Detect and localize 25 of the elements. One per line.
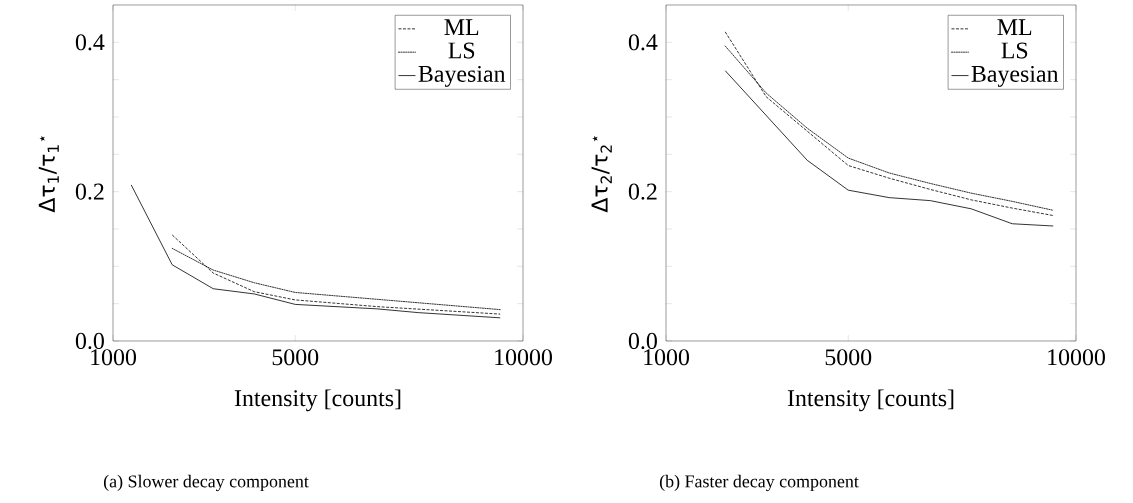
legend-label: LS xyxy=(1001,42,1028,59)
legend-label: Bayesian xyxy=(971,65,1059,87)
text: (a) Slower decay component xyxy=(103,474,309,492)
x-tick-label: 5000 xyxy=(272,349,319,366)
legend-label: ML xyxy=(444,19,479,35)
x-tick-label: 1000 xyxy=(644,349,690,366)
x-axis-title: Intensity [counts] xyxy=(234,389,401,412)
x-axis-title: Intensity [counts] xyxy=(787,389,954,412)
y-tick-label: 0.0 xyxy=(75,332,104,350)
x-tick-label: 1000 xyxy=(91,349,137,366)
line-series xyxy=(130,184,501,319)
legend-label: ML xyxy=(997,19,1032,35)
x-tick-label: 10000 xyxy=(495,349,552,366)
x-tick-label: 5000 xyxy=(825,349,872,366)
legend-label: Bayesian xyxy=(418,65,506,87)
legend-label: LS xyxy=(448,42,475,59)
y-tick-label: 0.2 xyxy=(75,183,104,200)
y-tick-label: 0.4 xyxy=(75,34,105,51)
y-axis-title: Δτ$_{1}$/τ$_{1}$⋆ xyxy=(38,135,59,213)
y-tick-label: 0.0 xyxy=(628,332,657,350)
y-tick-label: 0.2 xyxy=(628,183,657,200)
y-axis-title: Δτ$_{2}$/τ$_{2}$⋆ xyxy=(591,135,612,213)
text: (b) Faster decay component xyxy=(659,474,859,492)
y-tick-label: 0.4 xyxy=(628,34,658,51)
x-tick-label: 10000 xyxy=(1048,349,1105,366)
